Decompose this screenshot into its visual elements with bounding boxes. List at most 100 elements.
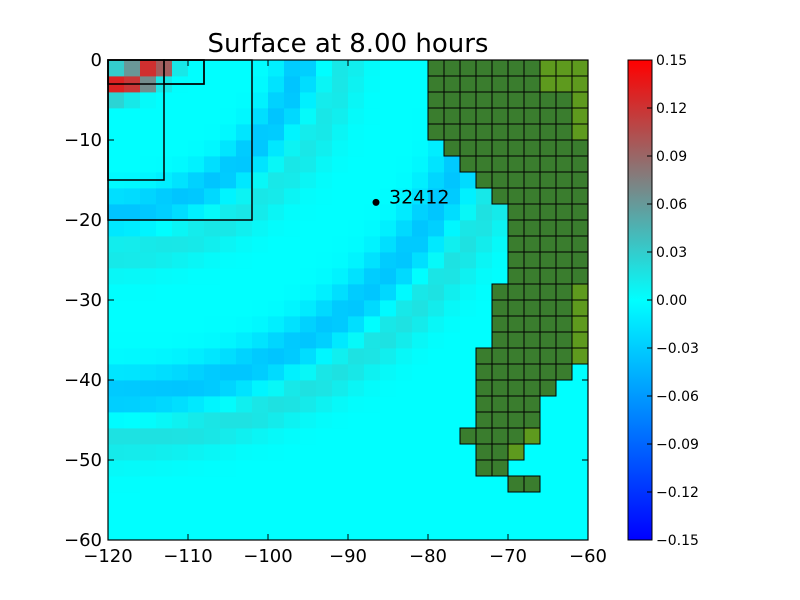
land-cell — [555, 123, 573, 141]
heatmap-cell — [124, 124, 141, 141]
heatmap-cell — [428, 524, 445, 541]
heatmap-cell — [220, 268, 237, 285]
heatmap-cell — [284, 252, 301, 269]
heatmap-cell — [284, 396, 301, 413]
heatmap-cell — [316, 412, 333, 429]
heatmap-cell — [540, 508, 557, 525]
land-cell — [555, 283, 573, 301]
heatmap-cell — [524, 492, 541, 509]
land-cell — [539, 267, 557, 285]
heatmap-cell — [460, 412, 477, 429]
heatmap-cell — [444, 236, 461, 253]
land-cell — [475, 379, 493, 397]
heatmap-cell — [204, 284, 221, 301]
heatmap-cell — [284, 364, 301, 381]
heatmap-cell — [108, 444, 125, 461]
heatmap-cell — [348, 364, 365, 381]
heatmap-cell — [284, 380, 301, 397]
heatmap-cell — [204, 444, 221, 461]
heatmap-cell — [172, 252, 189, 269]
heatmap-cell — [412, 204, 429, 221]
heatmap-cell — [252, 460, 269, 477]
heatmap-cell — [268, 124, 285, 141]
heatmap-cell — [188, 316, 205, 333]
heatmap-cell — [300, 252, 317, 269]
land-cell — [491, 395, 509, 413]
heatmap-cell — [380, 508, 397, 525]
heatmap-cell — [412, 492, 429, 509]
heatmap-cell — [316, 428, 333, 445]
heatmap-cell — [460, 476, 477, 493]
heatmap-cell — [220, 60, 237, 77]
land-cell — [523, 411, 541, 429]
heatmap-cell — [428, 204, 445, 221]
heatmap-cell — [268, 92, 285, 109]
heatmap-cell — [396, 332, 413, 349]
heatmap-cell — [140, 476, 157, 493]
heatmap-cell — [124, 204, 141, 221]
heatmap-cell — [348, 476, 365, 493]
land-cell — [539, 283, 557, 301]
heatmap-cell — [380, 252, 397, 269]
heatmap-cell — [364, 92, 381, 109]
land-cell — [523, 155, 541, 173]
heatmap-cell — [156, 316, 173, 333]
heatmap-cell — [428, 380, 445, 397]
heatmap-cell — [412, 348, 429, 365]
heatmap-cell — [396, 236, 413, 253]
heatmap-cell — [156, 444, 173, 461]
heatmap-cell — [140, 300, 157, 317]
heatmap-cell — [476, 252, 493, 269]
heatmap-cell — [204, 300, 221, 317]
heatmap-cell — [556, 524, 573, 541]
land-cell — [507, 235, 525, 253]
heatmap-cell — [460, 460, 477, 477]
heatmap-cell — [124, 380, 141, 397]
heatmap-cell — [124, 236, 141, 253]
heatmap-cell — [412, 380, 429, 397]
heatmap-cell — [124, 284, 141, 301]
heatmap-cell — [444, 172, 461, 189]
heatmap-cell — [380, 124, 397, 141]
heatmap-cell — [188, 60, 205, 77]
heatmap-cell — [396, 508, 413, 525]
heatmap-cell — [316, 300, 333, 317]
heatmap-cell — [300, 284, 317, 301]
heatmap-cell — [476, 508, 493, 525]
heatmap-cell — [268, 268, 285, 285]
heatmap-cell — [300, 92, 317, 109]
heatmap-cell — [364, 252, 381, 269]
land-cell — [507, 363, 525, 381]
land-cell — [523, 315, 541, 333]
heatmap-cell — [380, 204, 397, 221]
heatmap-cell — [396, 140, 413, 157]
land-cell — [539, 203, 557, 221]
land-cell — [539, 251, 557, 269]
land-cell — [523, 219, 541, 237]
heatmap-cell — [172, 60, 189, 77]
heatmap-cell — [284, 156, 301, 173]
land-cell — [475, 59, 493, 77]
heatmap-cell — [396, 268, 413, 285]
heatmap-cell — [172, 172, 189, 189]
heatmap-cell — [460, 332, 477, 349]
heatmap-cell — [108, 60, 125, 77]
land-cell — [523, 203, 541, 221]
heatmap-cell — [284, 524, 301, 541]
heatmap-cell — [572, 492, 589, 509]
heatmap-cell — [444, 444, 461, 461]
heatmap-cell — [380, 316, 397, 333]
land-cell — [507, 411, 525, 429]
land-cell — [459, 139, 477, 157]
heatmap-cell — [220, 156, 237, 173]
heatmap-cell — [172, 492, 189, 509]
land-cell — [491, 123, 509, 141]
heatmap-cell — [252, 268, 269, 285]
heatmap-cell — [316, 140, 333, 157]
heatmap-cell — [412, 220, 429, 237]
heatmap-cell — [188, 188, 205, 205]
land-cell — [491, 75, 509, 93]
heatmap-cell — [188, 220, 205, 237]
heatmap-cell — [540, 412, 557, 429]
heatmap-cell — [332, 492, 349, 509]
